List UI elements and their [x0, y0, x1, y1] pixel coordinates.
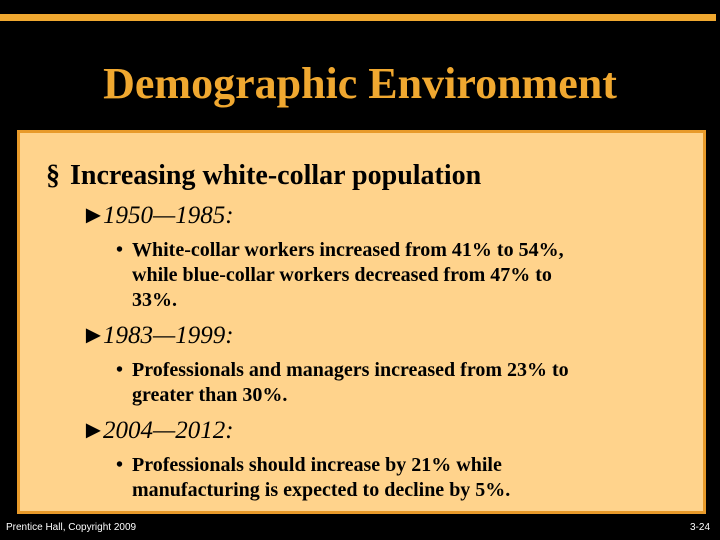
bullet-marker: § — [46, 160, 60, 191]
point-line: while blue-collar workers decreased from… — [132, 264, 552, 286]
point-line: Professionals and managers increased fro… — [132, 359, 569, 381]
content-box — [17, 130, 706, 514]
sub-heading: 2004—2012: — [103, 417, 234, 444]
top-bar — [0, 14, 716, 21]
slide-title: Demographic Environment — [103, 59, 617, 108]
point-line: 33%. — [132, 289, 177, 311]
point-line: Professionals should increase by 21% whi… — [132, 454, 502, 476]
bullet: Increasing white-collar population — [70, 160, 482, 191]
footer-left: Prentice Hall, Copyright 2009 — [6, 522, 137, 533]
bullet-marker: • — [116, 239, 124, 261]
sub-heading: 1950—1985: — [103, 202, 234, 229]
bullet-marker: ► — [81, 417, 106, 444]
bullet-marker: • — [116, 454, 124, 476]
bullet-marker: • — [116, 359, 124, 381]
bullet-marker: ► — [81, 202, 106, 229]
point-line: greater than 30%. — [132, 384, 288, 406]
point-line: manufacturing is expected to decline by … — [132, 479, 511, 501]
sub-heading: 1983—1999: — [103, 322, 234, 349]
point-line: White-collar workers increased from 41% … — [132, 239, 564, 261]
footer-right: 3-24 — [689, 522, 710, 533]
bullet-marker: ► — [81, 322, 106, 349]
